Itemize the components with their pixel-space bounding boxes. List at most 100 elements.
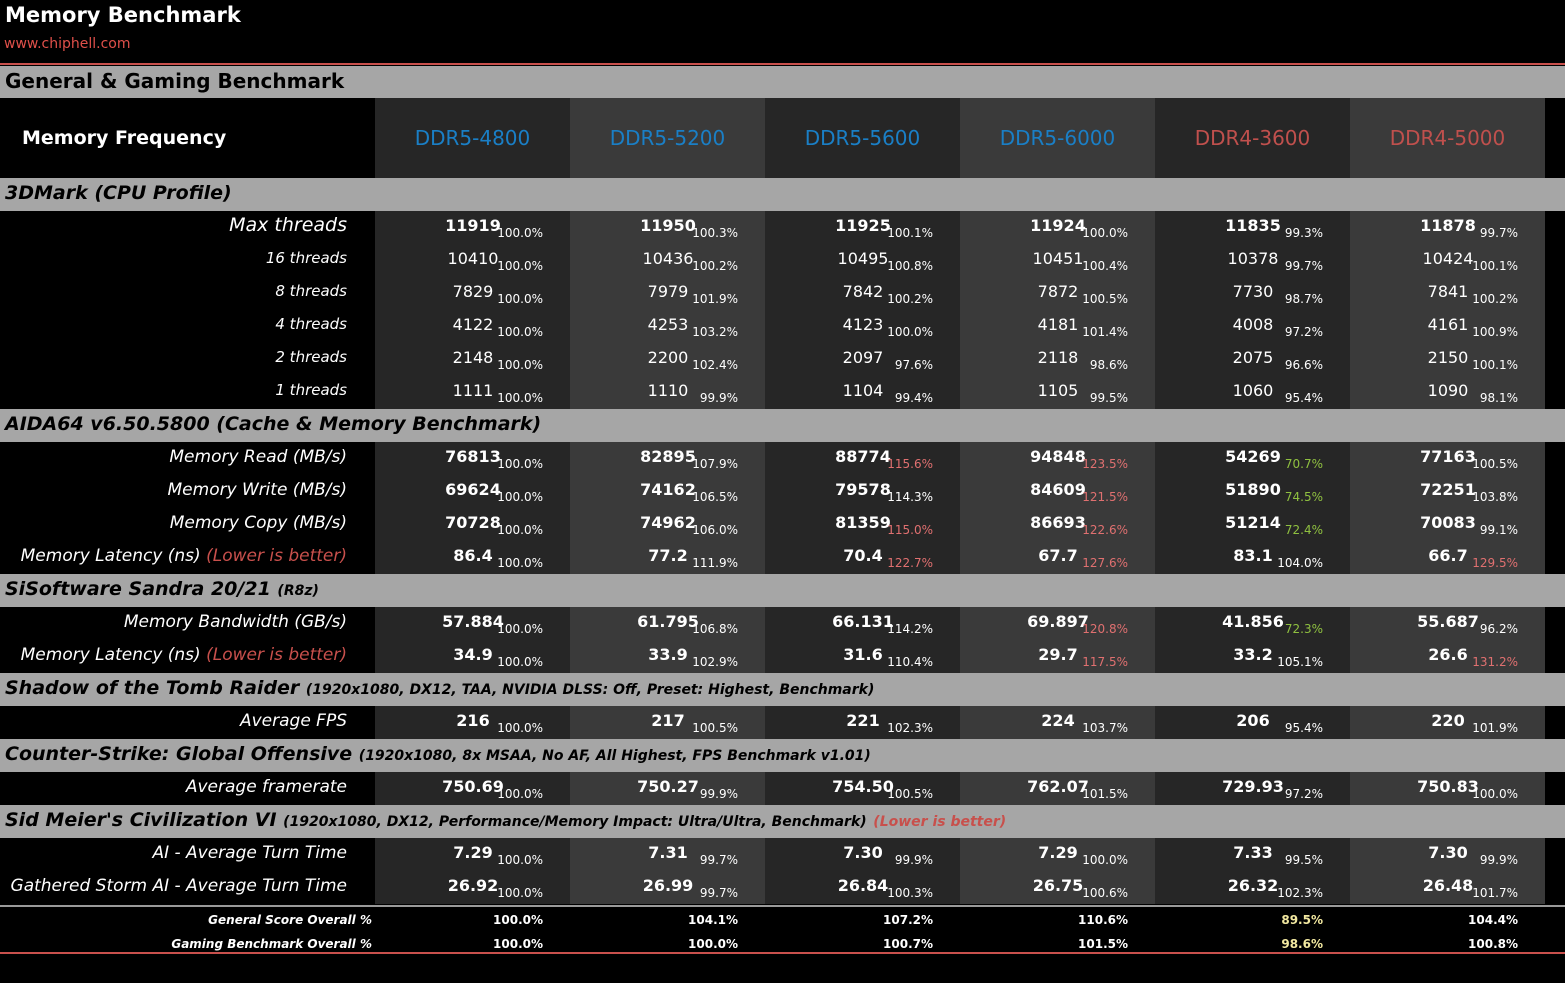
cell-percent: 101.4% [1082,325,1128,339]
row-label-text: Memory Latency (ns) [20,546,201,566]
cell-value: 729.93 [1222,777,1284,796]
group-band: AIDA64 v6.50.5800 (Cache & Memory Benchm… [0,409,1565,442]
summary-row: General Score Overall % 100.0% 104.1% 107.2… [0,910,1565,934]
summary-divider [0,905,1565,907]
table-row: Memory Write (MB/s) 69624 100.0% 74162 106.5… [0,475,1565,508]
group-title-main: Counter-Strike: Global Offensive [5,743,353,765]
cell-value: 750.83 [1417,777,1479,796]
cell-percent: 100.3% [692,226,738,240]
cell-value: 4181 [1037,315,1079,334]
cell-percent: 101.5% [1082,787,1128,801]
row-label-text: Memory Bandwidth (GB/s) [123,612,347,632]
cell-percent: 100.1% [1472,358,1518,372]
row-label: Memory Write (MB/s) [168,480,347,500]
group-subtitle: (R8z) [277,583,319,599]
summary-label: General Score Overall % [208,913,372,927]
row-label-note: (Lower is better) [206,546,347,566]
cell-value: 2097 [842,348,884,367]
cell-percent: 100.5% [692,721,738,735]
summary-percent: 89.5% [1281,913,1323,927]
row-label: 4 threads [275,315,347,333]
cell-percent: 100.0% [497,391,543,405]
cell-percent: 100.0% [497,853,543,867]
column-header-ddr5-4800: DDR5-4800 [414,126,531,150]
cell-percent: 100.0% [497,358,543,372]
cell-value: 10378 [1227,249,1279,268]
cell-value: 54269 [1225,447,1281,466]
cell-percent: 102.4% [692,358,738,372]
row-label: Memory Latency (ns) (Lower is better) [21,645,347,665]
cell-percent: 100.0% [1472,787,1518,801]
row-label-note: (Lower is better) [206,645,347,665]
cell-value: 79578 [835,480,891,499]
cell-percent: 97.2% [1284,787,1323,801]
row-label: Gathered Storm AI - Average Turn Time [11,876,347,896]
group-note: (Lower is better) [873,814,1007,830]
summary-percent: 104.4% [1468,913,1518,927]
group-band: SiSoftware Sandra 20/21 (R8z) [0,574,1565,607]
cell-value: 7.30 [843,843,883,862]
cell-value: 51214 [1225,513,1281,532]
cell-value: 7841 [1427,282,1469,301]
cell-percent: 122.7% [887,556,933,570]
group-title-main: 3DMark (CPU Profile) [5,182,232,204]
table-row: AI - Average Turn Time 7.29 100.0% 7.31 99.7… [0,838,1565,871]
cell-value: 7.30 [1428,843,1468,862]
cell-percent: 114.2% [887,622,933,636]
group-subtitle: (1920x1080, 8x MSAA, No AF, All Highest,… [358,748,871,764]
section-header-title: General & Gaming Benchmark [5,69,345,93]
cell-percent: 100.5% [1082,292,1128,306]
table-row: Memory Latency (ns) (Lower is better) 86.… [0,541,1565,574]
cell-percent: 100.0% [497,523,543,537]
cell-value: 34.9 [453,645,493,664]
cell-percent: 102.3% [887,721,933,735]
cell-percent: 100.2% [887,292,933,306]
row-label: Memory Copy (MB/s) [170,513,347,533]
cell-value: 26.75 [1032,876,1084,895]
column-header-ddr4-5000: DDR4-5000 [1389,126,1506,150]
cell-percent: 100.0% [1082,853,1128,867]
row-label: Memory Bandwidth (GB/s) [124,612,347,632]
row-label: Average FPS [240,711,347,731]
cell-percent: 127.6% [1082,556,1128,570]
group-title: Sid Meier's Civilization VI (1920x1080, … [5,809,1006,831]
cell-value: 7.29 [1038,843,1078,862]
cell-value: 7979 [647,282,689,301]
cell-percent: 99.3% [1284,226,1323,240]
cell-value: 57.884 [442,612,504,631]
row-label: 8 threads [275,282,347,300]
cell-percent: 100.0% [497,655,543,669]
group-title-main: AIDA64 v6.50.5800 (Cache & Memory Benchm… [5,413,542,435]
cell-value: 11950 [640,216,696,235]
cell-value: 1090 [1427,381,1469,400]
table-row: Memory Copy (MB/s) 70728 100.0% 74962 106.0%… [0,508,1565,541]
cell-percent: 99.4% [894,391,933,405]
cell-percent: 100.0% [1082,226,1128,240]
cell-value: 29.7 [1038,645,1078,664]
row-label: AI - Average Turn Time [152,843,347,863]
cell-percent: 99.9% [699,391,738,405]
cell-percent: 106.5% [692,490,738,504]
cell-value: 224 [1041,711,1075,730]
cell-value: 4253 [647,315,689,334]
cell-percent: 70.7% [1284,457,1323,471]
cell-value: 10495 [837,249,889,268]
summary-percent: 104.1% [688,913,738,927]
cell-percent: 111.9% [692,556,738,570]
group-band: Counter-Strike: Global Offensive (1920x1… [0,739,1565,772]
cell-percent: 122.6% [1082,523,1128,537]
cell-value: 1105 [1037,381,1079,400]
cell-value: 70083 [1420,513,1476,532]
page-title: Memory Benchmark [5,3,241,27]
cell-percent: 115.6% [887,457,933,471]
summary-percent: 100.0% [493,913,543,927]
cell-value: 26.99 [642,876,694,895]
cell-value: 55.687 [1417,612,1479,631]
row-label: Average framerate [186,777,347,797]
cell-value: 217 [651,711,685,730]
cell-value: 66.7 [1428,546,1468,565]
cell-percent: 115.0% [887,523,933,537]
cell-value: 4123 [842,315,884,334]
cell-value: 221 [846,711,880,730]
row-label-text: Average FPS [239,711,347,731]
